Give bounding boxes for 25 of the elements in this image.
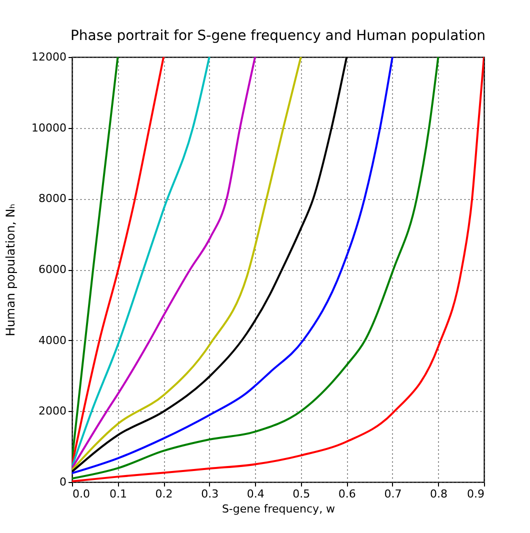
x-tick-label: 0.1 — [110, 488, 128, 500]
x-axis-title: S-gene frequency, w — [222, 502, 336, 516]
line-series — [72, 57, 256, 470]
line-series — [72, 57, 210, 468]
y-tick-label: 4000 — [38, 334, 66, 347]
y-tick-label: 12000 — [32, 50, 66, 64]
y-tick-label: 6000 — [38, 263, 66, 276]
line-series — [72, 57, 165, 466]
line-series — [72, 57, 302, 471]
chart-title: Phase portrait for S-gene frequency and Human population — [70, 28, 486, 44]
x-tick-label: 0.6 — [338, 488, 356, 500]
y-tick-label: 8000 — [38, 192, 66, 206]
x-tick-label: 0.7 — [384, 488, 402, 500]
y-tick-label: 10000 — [32, 121, 66, 134]
x-tick-label: 0.9 — [467, 488, 484, 500]
y-tick-label: 2000 — [38, 404, 66, 418]
x-tick-label: 0.4 — [246, 488, 264, 500]
line-series — [72, 57, 119, 462]
x-tick-label: 0.2 — [155, 488, 173, 500]
y-tick-label: 0 — [60, 476, 66, 488]
x-tick-label: 0.5 — [292, 488, 310, 500]
x-tick-label: 0.3 — [201, 488, 219, 500]
x-tick-label: 0.0 — [72, 488, 90, 500]
y-axis-title: Human population, Nₕ — [4, 204, 18, 336]
x-tick-label: 0.8 — [430, 488, 448, 500]
